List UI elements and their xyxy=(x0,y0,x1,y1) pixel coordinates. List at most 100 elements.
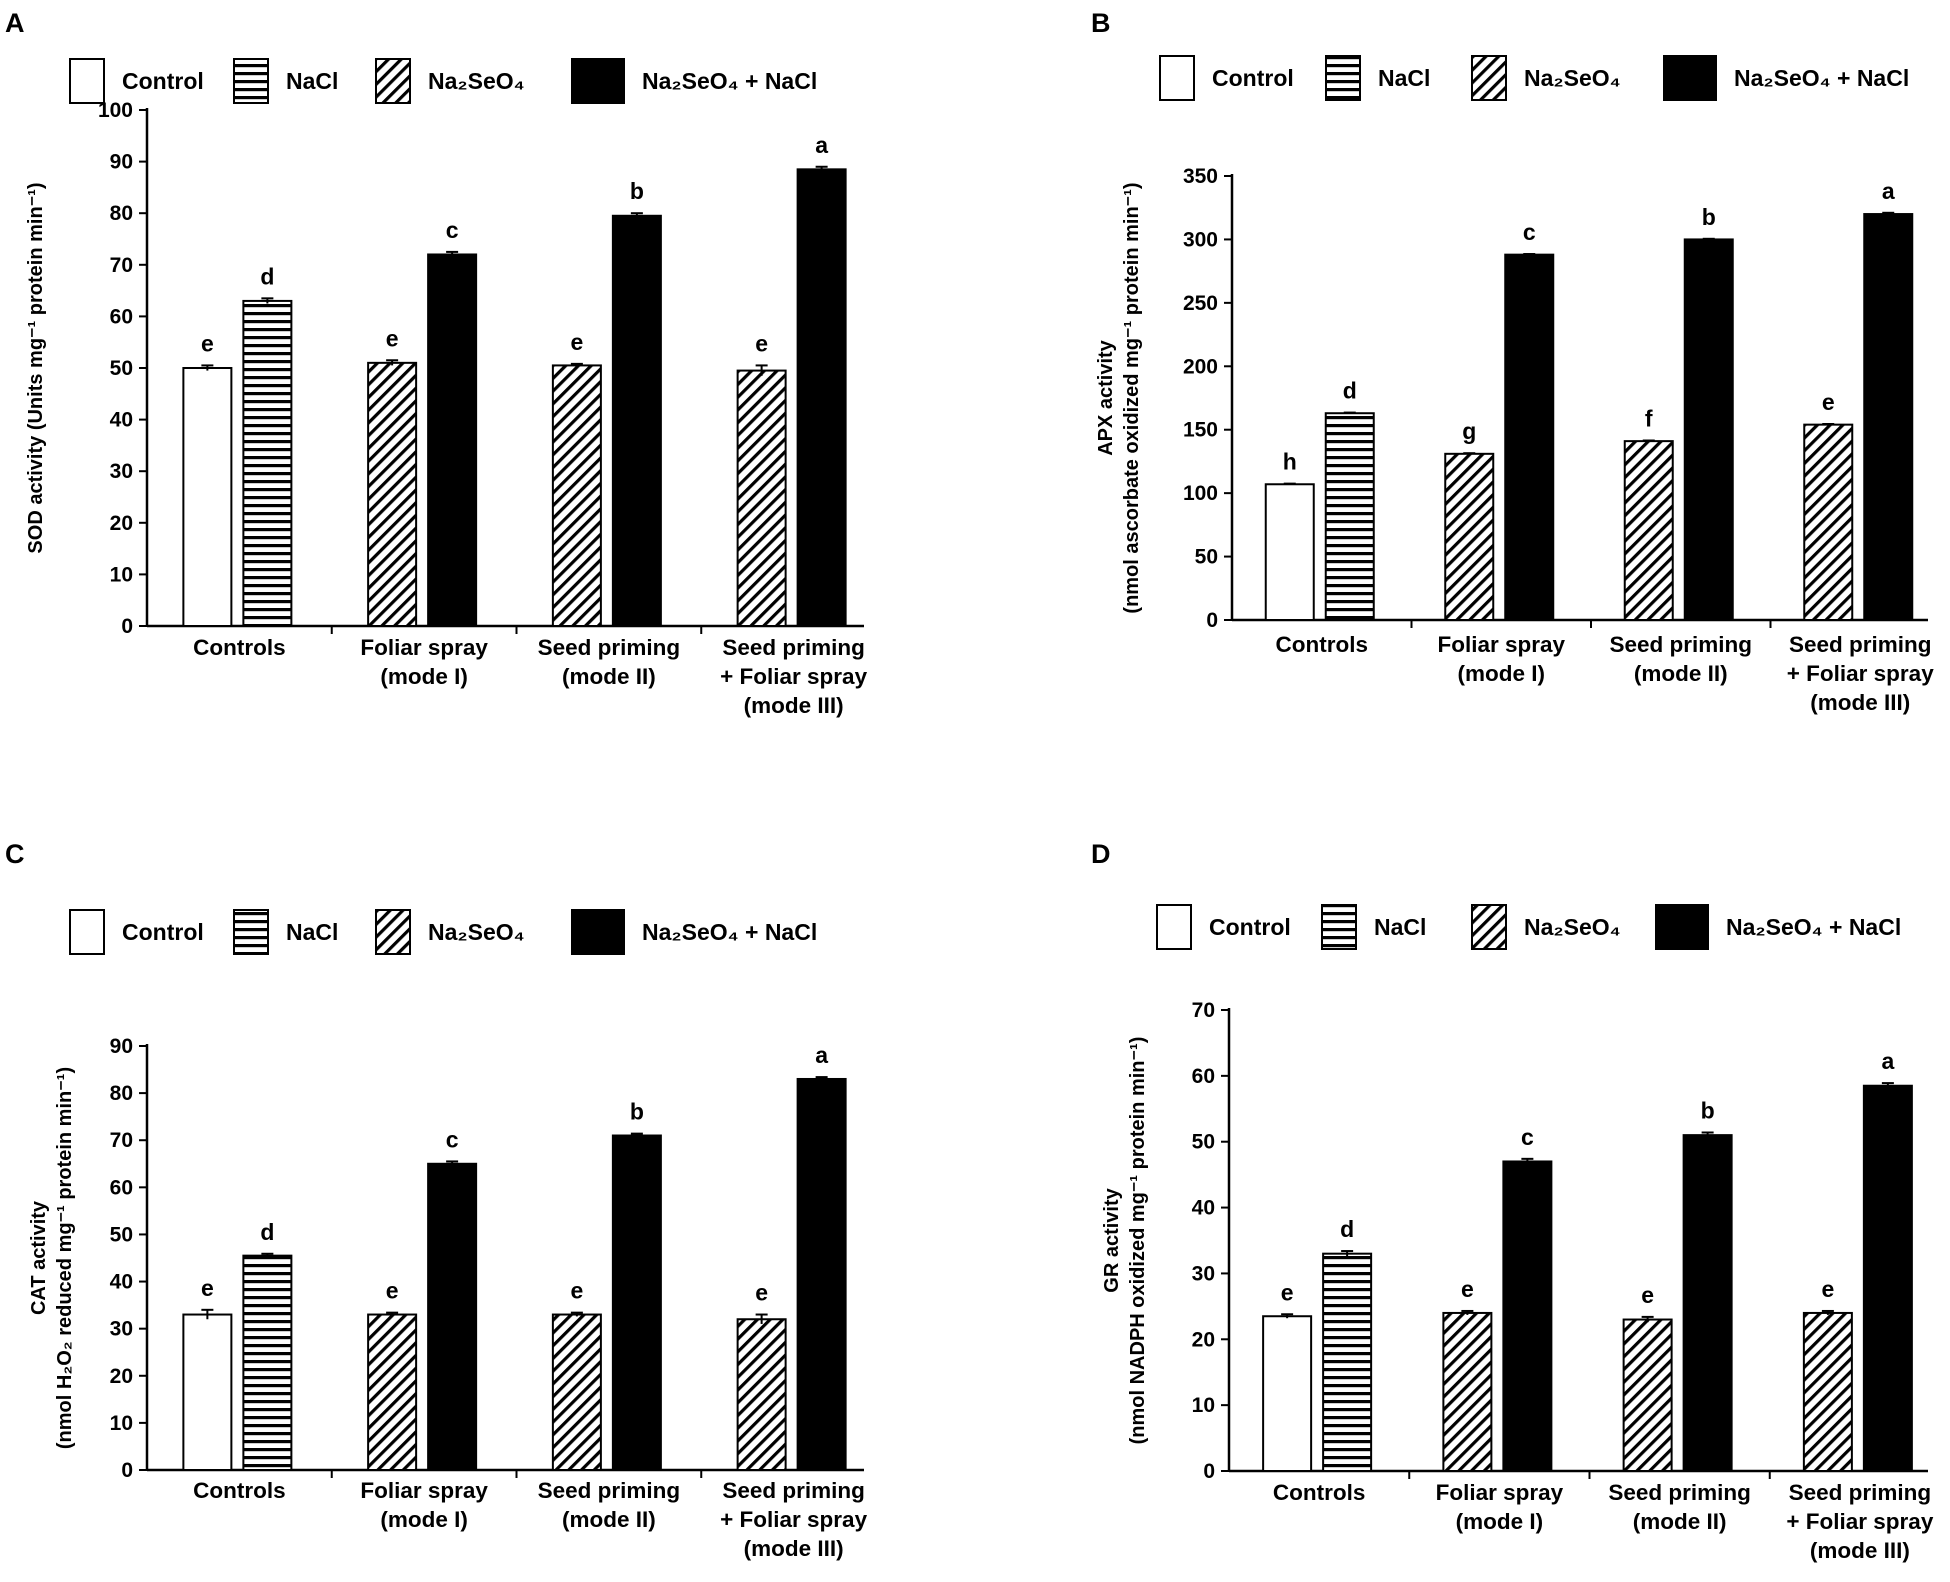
legend-swatch-control xyxy=(1156,904,1192,950)
x-tick-label: Seed priming xyxy=(1789,632,1932,657)
significance-letter: b xyxy=(1701,1097,1715,1123)
y-tick-label: 60 xyxy=(110,305,133,328)
y-tick-label: 20 xyxy=(1192,1328,1215,1351)
y-tick-label: 0 xyxy=(121,615,133,638)
x-tick-label: + Foliar spray xyxy=(720,664,867,689)
panel-label: A xyxy=(5,8,25,38)
significance-letter: d xyxy=(260,263,274,289)
x-tick-label: Foliar spray xyxy=(1437,632,1565,657)
bar-na2seo4 xyxy=(551,1313,602,1471)
y-tick-label: 10 xyxy=(110,1412,133,1435)
legend-swatch-nacl xyxy=(1325,55,1361,101)
significance-letter: d xyxy=(260,1219,274,1245)
y-tick-label: 300 xyxy=(1183,228,1218,251)
significance-letter: e xyxy=(755,1280,768,1306)
legend-swatch-na2seo4_nacl xyxy=(1655,904,1709,950)
x-tick-label: (mode II) xyxy=(1633,1509,1727,1534)
x-tick-label: Controls xyxy=(1276,632,1369,657)
legend-swatch-na2seo4_nacl xyxy=(571,909,625,955)
y-tick-label: 30 xyxy=(1192,1262,1215,1285)
significance-letter: a xyxy=(1882,178,1895,204)
bar-na2seo4 xyxy=(367,1313,418,1471)
legend-label-na2seo4_nacl: Na₂SeO₄ + NaCl xyxy=(1734,65,1909,91)
legend-swatch-nacl xyxy=(233,909,269,955)
y-tick-label: 50 xyxy=(110,1223,133,1246)
x-tick-label: Seed priming xyxy=(722,635,865,660)
y-axis-label: CAT activity (nmol H₂O₂ reduced mg⁻¹ prot… xyxy=(28,1067,76,1449)
y-tick-label: 20 xyxy=(110,1365,133,1388)
bar-na2seo4_nacl xyxy=(1683,238,1734,622)
bar-na2seo4 xyxy=(1442,1311,1493,1473)
bar-na2seo4_nacl xyxy=(796,168,847,627)
x-tick-label: Seed priming xyxy=(538,635,681,660)
x-tick-label: Seed priming xyxy=(722,1478,865,1503)
bar-na2seo4 xyxy=(1623,440,1674,622)
x-tick-label: Foliar spray xyxy=(1436,1480,1564,1505)
bar-na2seo4 xyxy=(1622,1318,1673,1472)
bar-na2seo4 xyxy=(551,364,602,627)
bar-na2seo4 xyxy=(1803,423,1854,622)
bar-nacl xyxy=(1322,1252,1373,1472)
bar-na2seo4_nacl xyxy=(611,1134,662,1471)
significance-letter: e xyxy=(570,1278,583,1304)
significance-letter: e xyxy=(201,1275,214,1301)
y-axis-label: GR activity (nmol NADPH oxidized mg⁻¹ pro… xyxy=(1101,1037,1149,1445)
legend-label-na2seo4: Na₂SeO₄ xyxy=(1524,65,1621,91)
bar-na2seo4_nacl xyxy=(427,1162,478,1472)
legend-label-na2seo4_nacl: Na₂SeO₄ + NaCl xyxy=(642,919,817,945)
y-axis-label: APX activity (nmol ascorbate oxidized mg⁻… xyxy=(1095,182,1143,613)
y-tick-label: 100 xyxy=(98,99,133,122)
significance-letter: e xyxy=(1822,389,1835,415)
x-tick-label: (mode I) xyxy=(380,1507,468,1532)
legend-label-control: Control xyxy=(122,68,204,94)
y-tick-label: 0 xyxy=(1206,609,1218,632)
legend-swatch-na2seo4_nacl xyxy=(1663,55,1717,101)
bar-na2seo4 xyxy=(367,361,418,627)
x-tick-label: Seed priming xyxy=(538,1478,681,1503)
significance-letter: b xyxy=(630,1099,644,1125)
y-tick-label: 50 xyxy=(1195,546,1218,569)
panel-label: C xyxy=(5,839,25,869)
x-tick-label: (mode III) xyxy=(744,1536,844,1561)
x-tick-label: (mode I) xyxy=(380,664,468,689)
bar-na2seo4_nacl xyxy=(796,1077,847,1471)
legend-swatch-nacl xyxy=(233,58,269,104)
significance-letter: b xyxy=(630,178,644,204)
chart-panel-d: D Control NaCl Na₂SeO₄ Na₂SeO₄ + NaCl 0 10 20 30… xyxy=(1091,839,1934,1563)
legend-swatch-na2seo4 xyxy=(1471,904,1507,950)
significance-letter: d xyxy=(1340,1216,1354,1242)
y-tick-label: 60 xyxy=(110,1176,133,1199)
legend-swatch-na2seo4 xyxy=(1471,55,1507,101)
significance-letter: e xyxy=(1281,1279,1294,1305)
significance-letter: c xyxy=(1523,219,1536,245)
y-tick-label: 90 xyxy=(110,151,133,174)
significance-letter: h xyxy=(1283,449,1297,475)
y-axis-label: SOD activity (Units mg⁻¹ protein min⁻¹) xyxy=(25,182,47,553)
legend: Control NaCl Na₂SeO₄ Na₂SeO₄ + NaCl xyxy=(1156,904,1901,950)
bar-na2seo4_nacl xyxy=(1504,253,1555,621)
y-tick-label: 90 xyxy=(110,1035,133,1058)
bar-na2seo4 xyxy=(1444,452,1495,621)
significance-letter: c xyxy=(446,1126,459,1152)
bar-na2seo4_nacl xyxy=(1682,1134,1733,1472)
x-tick-label: (mode II) xyxy=(1634,661,1728,686)
bar-nacl xyxy=(1324,412,1375,622)
bar-control xyxy=(182,1313,233,1471)
significance-letter: c xyxy=(446,217,459,243)
y-tick-label: 250 xyxy=(1183,292,1218,315)
legend-swatch-control xyxy=(69,58,105,104)
y-tick-label: 150 xyxy=(1183,419,1218,442)
legend-label-na2seo4: Na₂SeO₄ xyxy=(1524,914,1621,940)
legend-label-na2seo4_nacl: Na₂SeO₄ + NaCl xyxy=(1726,914,1901,940)
x-tick-label: Controls xyxy=(1273,1480,1366,1505)
y-tick-label: 0 xyxy=(1203,1460,1215,1483)
significance-letter: b xyxy=(1702,204,1716,230)
legend: Control NaCl Na₂SeO₄ Na₂SeO₄ + NaCl xyxy=(69,58,817,104)
y-axis-label-line: (nmol H₂O₂ reduced mg⁻¹ protein min⁻¹) xyxy=(54,1067,76,1449)
bar-na2seo4_nacl xyxy=(1863,213,1914,622)
legend-label-na2seo4: Na₂SeO₄ xyxy=(428,68,525,94)
chart-panel-c: C Control NaCl Na₂SeO₄ Na₂SeO₄ + NaCl 0 10 20 30… xyxy=(5,839,868,1561)
bar-na2seo4 xyxy=(1802,1311,1853,1473)
y-tick-label: 70 xyxy=(1192,999,1215,1022)
legend-label-nacl: NaCl xyxy=(286,68,338,94)
